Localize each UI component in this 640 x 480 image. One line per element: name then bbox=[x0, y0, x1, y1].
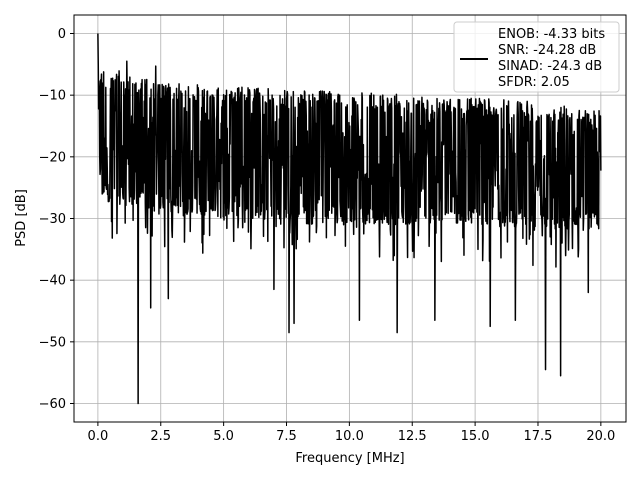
y-tick-label: −40 bbox=[39, 274, 66, 289]
legend: ENOB: -4.33 bits SNR: -24.28 dB SINAD: -… bbox=[453, 21, 620, 93]
y-tick-label: −20 bbox=[39, 150, 66, 165]
x-tick-label: 2.5 bbox=[150, 429, 171, 444]
x-tick-label: 0.0 bbox=[88, 429, 109, 444]
y-axis-ticks: 0 −10 −20 −30 −40 −50 −60 bbox=[39, 27, 74, 412]
y-tick-label: −50 bbox=[39, 335, 66, 350]
plot-area bbox=[97, 33, 602, 405]
y-tick-label: −60 bbox=[39, 397, 66, 412]
x-axis-label: Frequency [MHz] bbox=[295, 451, 404, 466]
y-tick-label: −30 bbox=[39, 212, 66, 227]
legend-entry-snr: SNR: -24.28 dB bbox=[498, 43, 596, 58]
x-axis-ticks: 0.0 2.5 5.0 7.5 10.0 12.5 15.0 17.5 20.0 bbox=[88, 422, 615, 444]
legend-entry-enob: ENOB: -4.33 bits bbox=[498, 27, 605, 42]
legend-entry-sinad: SINAD: -24.3 dB bbox=[498, 59, 602, 74]
x-tick-label: 7.5 bbox=[276, 429, 297, 444]
legend-box bbox=[453, 21, 620, 93]
x-tick-label: 17.5 bbox=[524, 429, 553, 444]
x-tick-label: 20.0 bbox=[586, 429, 615, 444]
y-tick-label: 0 bbox=[58, 27, 66, 42]
x-tick-label: 10.0 bbox=[335, 429, 364, 444]
legend-entry-sfdr: SFDR: 2.05 bbox=[498, 75, 570, 90]
y-tick-label: −10 bbox=[39, 89, 66, 104]
psd-trace-line bbox=[97, 33, 602, 405]
y-axis-label: PSD [dB] bbox=[14, 189, 29, 247]
x-tick-label: 12.5 bbox=[398, 429, 427, 444]
x-tick-label: 5.0 bbox=[213, 429, 234, 444]
x-tick-label: 15.0 bbox=[461, 429, 490, 444]
